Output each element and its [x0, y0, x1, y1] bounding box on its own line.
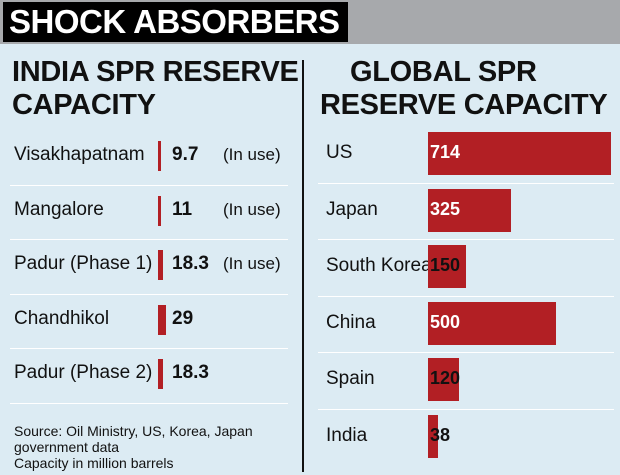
global-chart-title-line1: GLOBAL SPR — [350, 56, 537, 88]
india-status-label: (In use) — [223, 254, 281, 273]
global-bar — [428, 358, 459, 401]
india-bar — [158, 250, 163, 280]
global-row-label: US — [326, 142, 353, 163]
global-row-separator — [318, 352, 614, 353]
global-value-label: 38 — [430, 424, 451, 445]
global-bar — [428, 301, 556, 345]
india-row-label: Padur (Phase 1) — [14, 253, 153, 274]
global-value-label: 500 — [430, 311, 461, 332]
global-row-label: South Korea — [326, 255, 432, 276]
india-row-separator — [10, 348, 288, 349]
india-bar — [158, 195, 161, 226]
global-chart-title-line2: RESERVE CAPACITY — [320, 89, 608, 121]
india-chart-title-line1: INDIA SPR RESERVE — [12, 56, 299, 88]
global-value-label: 150 — [430, 255, 461, 275]
india-bar — [158, 359, 163, 389]
global-bar — [428, 188, 511, 232]
india-row-label: Visakhapatnam — [14, 144, 145, 165]
india-row-separator — [10, 293, 288, 295]
india-value-label: 18.3 — [172, 253, 209, 274]
source-line-2: government data — [14, 439, 120, 455]
global-row-label: India — [326, 424, 368, 446]
global-row-separator — [318, 408, 614, 410]
india-value-label: 9.7 — [172, 144, 199, 165]
india-chart-title-line2: CAPACITY — [12, 89, 156, 121]
india-row-label: Padur (Phase 2) — [14, 362, 153, 383]
global-value-label: 120 — [430, 368, 461, 388]
india-row-label: Chandhikol — [14, 307, 110, 329]
india-bar — [158, 304, 166, 335]
banner-title: SHOCK ABSORBERS — [3, 2, 349, 42]
column-divider — [302, 60, 304, 472]
global-value-label: 714 — [430, 142, 461, 162]
global-row-label: China — [326, 311, 376, 333]
india-row-separator — [10, 184, 288, 186]
unit-note: Capacity in million barrels — [14, 455, 174, 471]
india-row-separator — [10, 239, 288, 240]
global-row-label: Japan — [326, 198, 378, 220]
india-value-label: 29 — [172, 307, 194, 329]
india-row-label: Mangalore — [14, 198, 104, 220]
source-line-1: Source: Oil Ministry, US, Korea, Japan — [14, 423, 253, 439]
global-bar — [428, 414, 438, 458]
global-bar — [428, 132, 611, 175]
global-row-label: Spain — [326, 368, 375, 389]
india-status-label: (In use) — [223, 145, 281, 164]
india-status-label: (In use) — [223, 199, 281, 219]
banner: SHOCK ABSORBERS — [0, 0, 620, 44]
india-bar — [158, 141, 161, 171]
global-row-separator — [318, 239, 614, 240]
global-bar — [428, 245, 466, 288]
india-value-label: 11 — [172, 198, 193, 220]
india-row-separator — [10, 402, 288, 404]
global-value-label: 325 — [430, 198, 461, 219]
global-row-separator — [318, 182, 614, 184]
india-value-label: 18.3 — [172, 362, 209, 383]
global-row-separator — [318, 295, 614, 297]
